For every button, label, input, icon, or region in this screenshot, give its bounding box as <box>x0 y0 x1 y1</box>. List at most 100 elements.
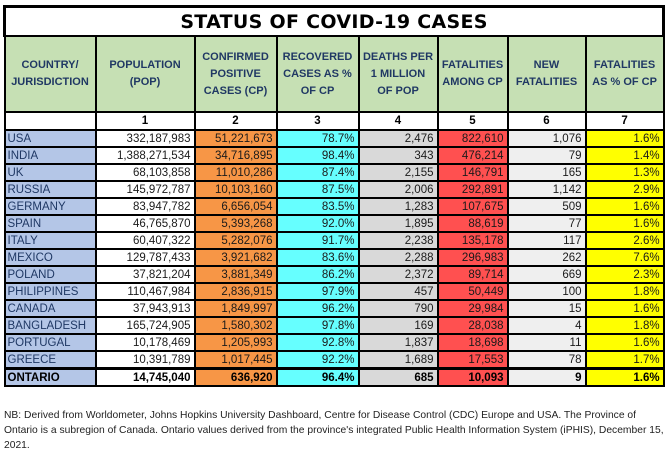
cell-country: ITALY <box>3 231 97 250</box>
cell-fatality-pct: 1.3% <box>584 163 665 182</box>
cell-population: 1,388,271,534 <box>94 146 196 165</box>
cell-recovered-pct: 83.6% <box>275 248 360 267</box>
cell-new-fatalities: 1,076 <box>506 129 587 148</box>
cell-recovered-pct: 98.4% <box>275 146 360 165</box>
cell-fatalities: 50,449 <box>436 282 509 301</box>
cell-population: 129,787,433 <box>94 248 196 267</box>
cell-population: 68,103,858 <box>94 163 196 182</box>
cell-fatality-pct: 1.6% <box>584 214 665 233</box>
column-number: 3 <box>275 111 360 131</box>
cell-fatality-pct: 1.6% <box>584 299 665 318</box>
cell-fatality-pct: 2.9% <box>584 180 665 199</box>
cell-country: RUSSIA <box>3 180 97 199</box>
cell-population: 14,745,040 <box>94 367 196 387</box>
table-row: USA 332,187,983 51,221,673 78.7% 2,476 822,61… <box>3 129 665 148</box>
cell-fatalities: 107,675 <box>436 197 509 216</box>
table-row: GERMANY 83,947,782 6,656,054 83.5% 1,283 107,… <box>3 197 665 216</box>
cell-fatalities: 88,619 <box>436 214 509 233</box>
cell-fatalities: 10,093 <box>436 367 509 387</box>
table-title: STATUS OF COVID-19 CASES <box>2 5 666 37</box>
cell-fatalities: 296,983 <box>436 248 509 267</box>
header-row: COUNTRY/ JURISDICTION POPULATION (POP) CON… <box>3 35 665 113</box>
table-row: INDIA 1,388,271,534 34,716,895 98.4% 343 476,… <box>3 146 665 165</box>
cell-fatalities: 822,610 <box>436 129 509 148</box>
cell-fatalities: 28,038 <box>436 316 509 335</box>
cell-population: 110,467,984 <box>94 282 196 301</box>
cell-new-fatalities: 669 <box>506 265 587 284</box>
cell-country: USA <box>3 129 97 148</box>
cell-fatality-pct: 2.6% <box>584 231 665 250</box>
cell-confirmed-cases: 1,580,302 <box>193 316 278 335</box>
column-number: 7 <box>584 111 665 131</box>
table-row: GREECE 10,391,789 1,017,445 92.2% 1,689 17,55… <box>3 350 665 370</box>
cell-fatalities: 89,714 <box>436 265 509 284</box>
column-number: 1 <box>94 111 196 131</box>
cell-deaths-per-million: 790 <box>357 299 439 318</box>
cell-fatality-pct: 1.4% <box>584 146 665 165</box>
column-number: 6 <box>506 111 587 131</box>
column-header-fatalities: FATALITIES AMONG CP <box>436 35 509 113</box>
cell-recovered-pct: 83.5% <box>275 197 360 216</box>
column-header-new-fatalities: NEW FATALITIES <box>506 35 587 113</box>
cell-confirmed-cases: 1,017,445 <box>193 350 278 370</box>
cell-deaths-per-million: 685 <box>357 367 439 387</box>
cell-country: BANGLADESH <box>3 316 97 335</box>
cell-new-fatalities: 262 <box>506 248 587 267</box>
cell-confirmed-cases: 51,221,673 <box>193 129 278 148</box>
cell-recovered-pct: 97.8% <box>275 316 360 335</box>
cell-deaths-per-million: 2,155 <box>357 163 439 182</box>
cell-recovered-pct: 87.5% <box>275 180 360 199</box>
cell-population: 37,943,913 <box>94 299 196 318</box>
cell-fatality-pct: 7.6% <box>584 248 665 267</box>
cell-country: CANADA <box>3 299 97 318</box>
column-header-deaths-per-million: DEATHS PER 1 MILLION OF POP <box>357 35 439 113</box>
cell-population: 10,178,469 <box>94 333 196 352</box>
cell-deaths-per-million: 2,288 <box>357 248 439 267</box>
cell-fatalities: 292,891 <box>436 180 509 199</box>
cell-deaths-per-million: 1,837 <box>357 333 439 352</box>
cell-fatality-pct: 2.3% <box>584 265 665 284</box>
cell-fatalities: 476,214 <box>436 146 509 165</box>
cell-fatality-pct: 1.8% <box>584 316 665 335</box>
cell-confirmed-cases: 636,920 <box>193 367 278 387</box>
cell-confirmed-cases: 6,656,054 <box>193 197 278 216</box>
cell-new-fatalities: 9 <box>506 367 587 387</box>
cell-deaths-per-million: 343 <box>357 146 439 165</box>
table-row: POLAND 37,821,204 3,881,349 86.2% 2,372 89,71… <box>3 265 665 284</box>
cell-new-fatalities: 4 <box>506 316 587 335</box>
cell-population: 10,391,789 <box>94 350 196 370</box>
table-row: MEXICO 129,787,433 3,921,682 83.6% 2,288 296,… <box>3 248 665 267</box>
cell-country: POLAND <box>3 265 97 284</box>
cell-new-fatalities: 509 <box>506 197 587 216</box>
cell-confirmed-cases: 11,010,286 <box>193 163 278 182</box>
cell-deaths-per-million: 1,895 <box>357 214 439 233</box>
cell-recovered-pct: 87.4% <box>275 163 360 182</box>
cell-confirmed-cases: 3,881,349 <box>193 265 278 284</box>
cell-country: PHILIPPINES <box>3 282 97 301</box>
cell-country: PORTUGAL <box>3 333 97 352</box>
cell-country: ONTARIO <box>3 367 97 387</box>
cell-deaths-per-million: 169 <box>357 316 439 335</box>
cell-confirmed-cases: 5,282,076 <box>193 231 278 250</box>
cell-fatality-pct: 1.6% <box>584 197 665 216</box>
cell-confirmed-cases: 5,393,268 <box>193 214 278 233</box>
cell-confirmed-cases: 1,849,997 <box>193 299 278 318</box>
cell-deaths-per-million: 1,689 <box>357 350 439 370</box>
column-header-confirmed-cases: CONFIRMED POSITIVE CASES (CP) <box>193 35 278 113</box>
cell-deaths-per-million: 2,476 <box>357 129 439 148</box>
column-header-recovered-pct: RECOVERED CASES AS % OF CP <box>275 35 360 113</box>
table-body: USA 332,187,983 51,221,673 78.7% 2,476 822,61… <box>3 129 665 387</box>
cell-population: 37,821,204 <box>94 265 196 284</box>
cell-recovered-pct: 96.4% <box>275 367 360 387</box>
cell-country: MEXICO <box>3 248 97 267</box>
cell-fatality-pct: 1.6% <box>584 367 665 387</box>
cell-deaths-per-million: 2,238 <box>357 231 439 250</box>
cell-deaths-per-million: 2,372 <box>357 265 439 284</box>
cell-confirmed-cases: 10,103,160 <box>193 180 278 199</box>
cell-population: 145,972,787 <box>94 180 196 199</box>
table-row: CANADA 37,943,913 1,849,997 96.2% 790 29,984 1… <box>3 299 665 318</box>
table-row: PORTUGAL 10,178,469 1,205,993 92.8% 1,837 18,… <box>3 333 665 352</box>
cell-country: GREECE <box>3 350 97 370</box>
column-number: 2 <box>193 111 278 131</box>
